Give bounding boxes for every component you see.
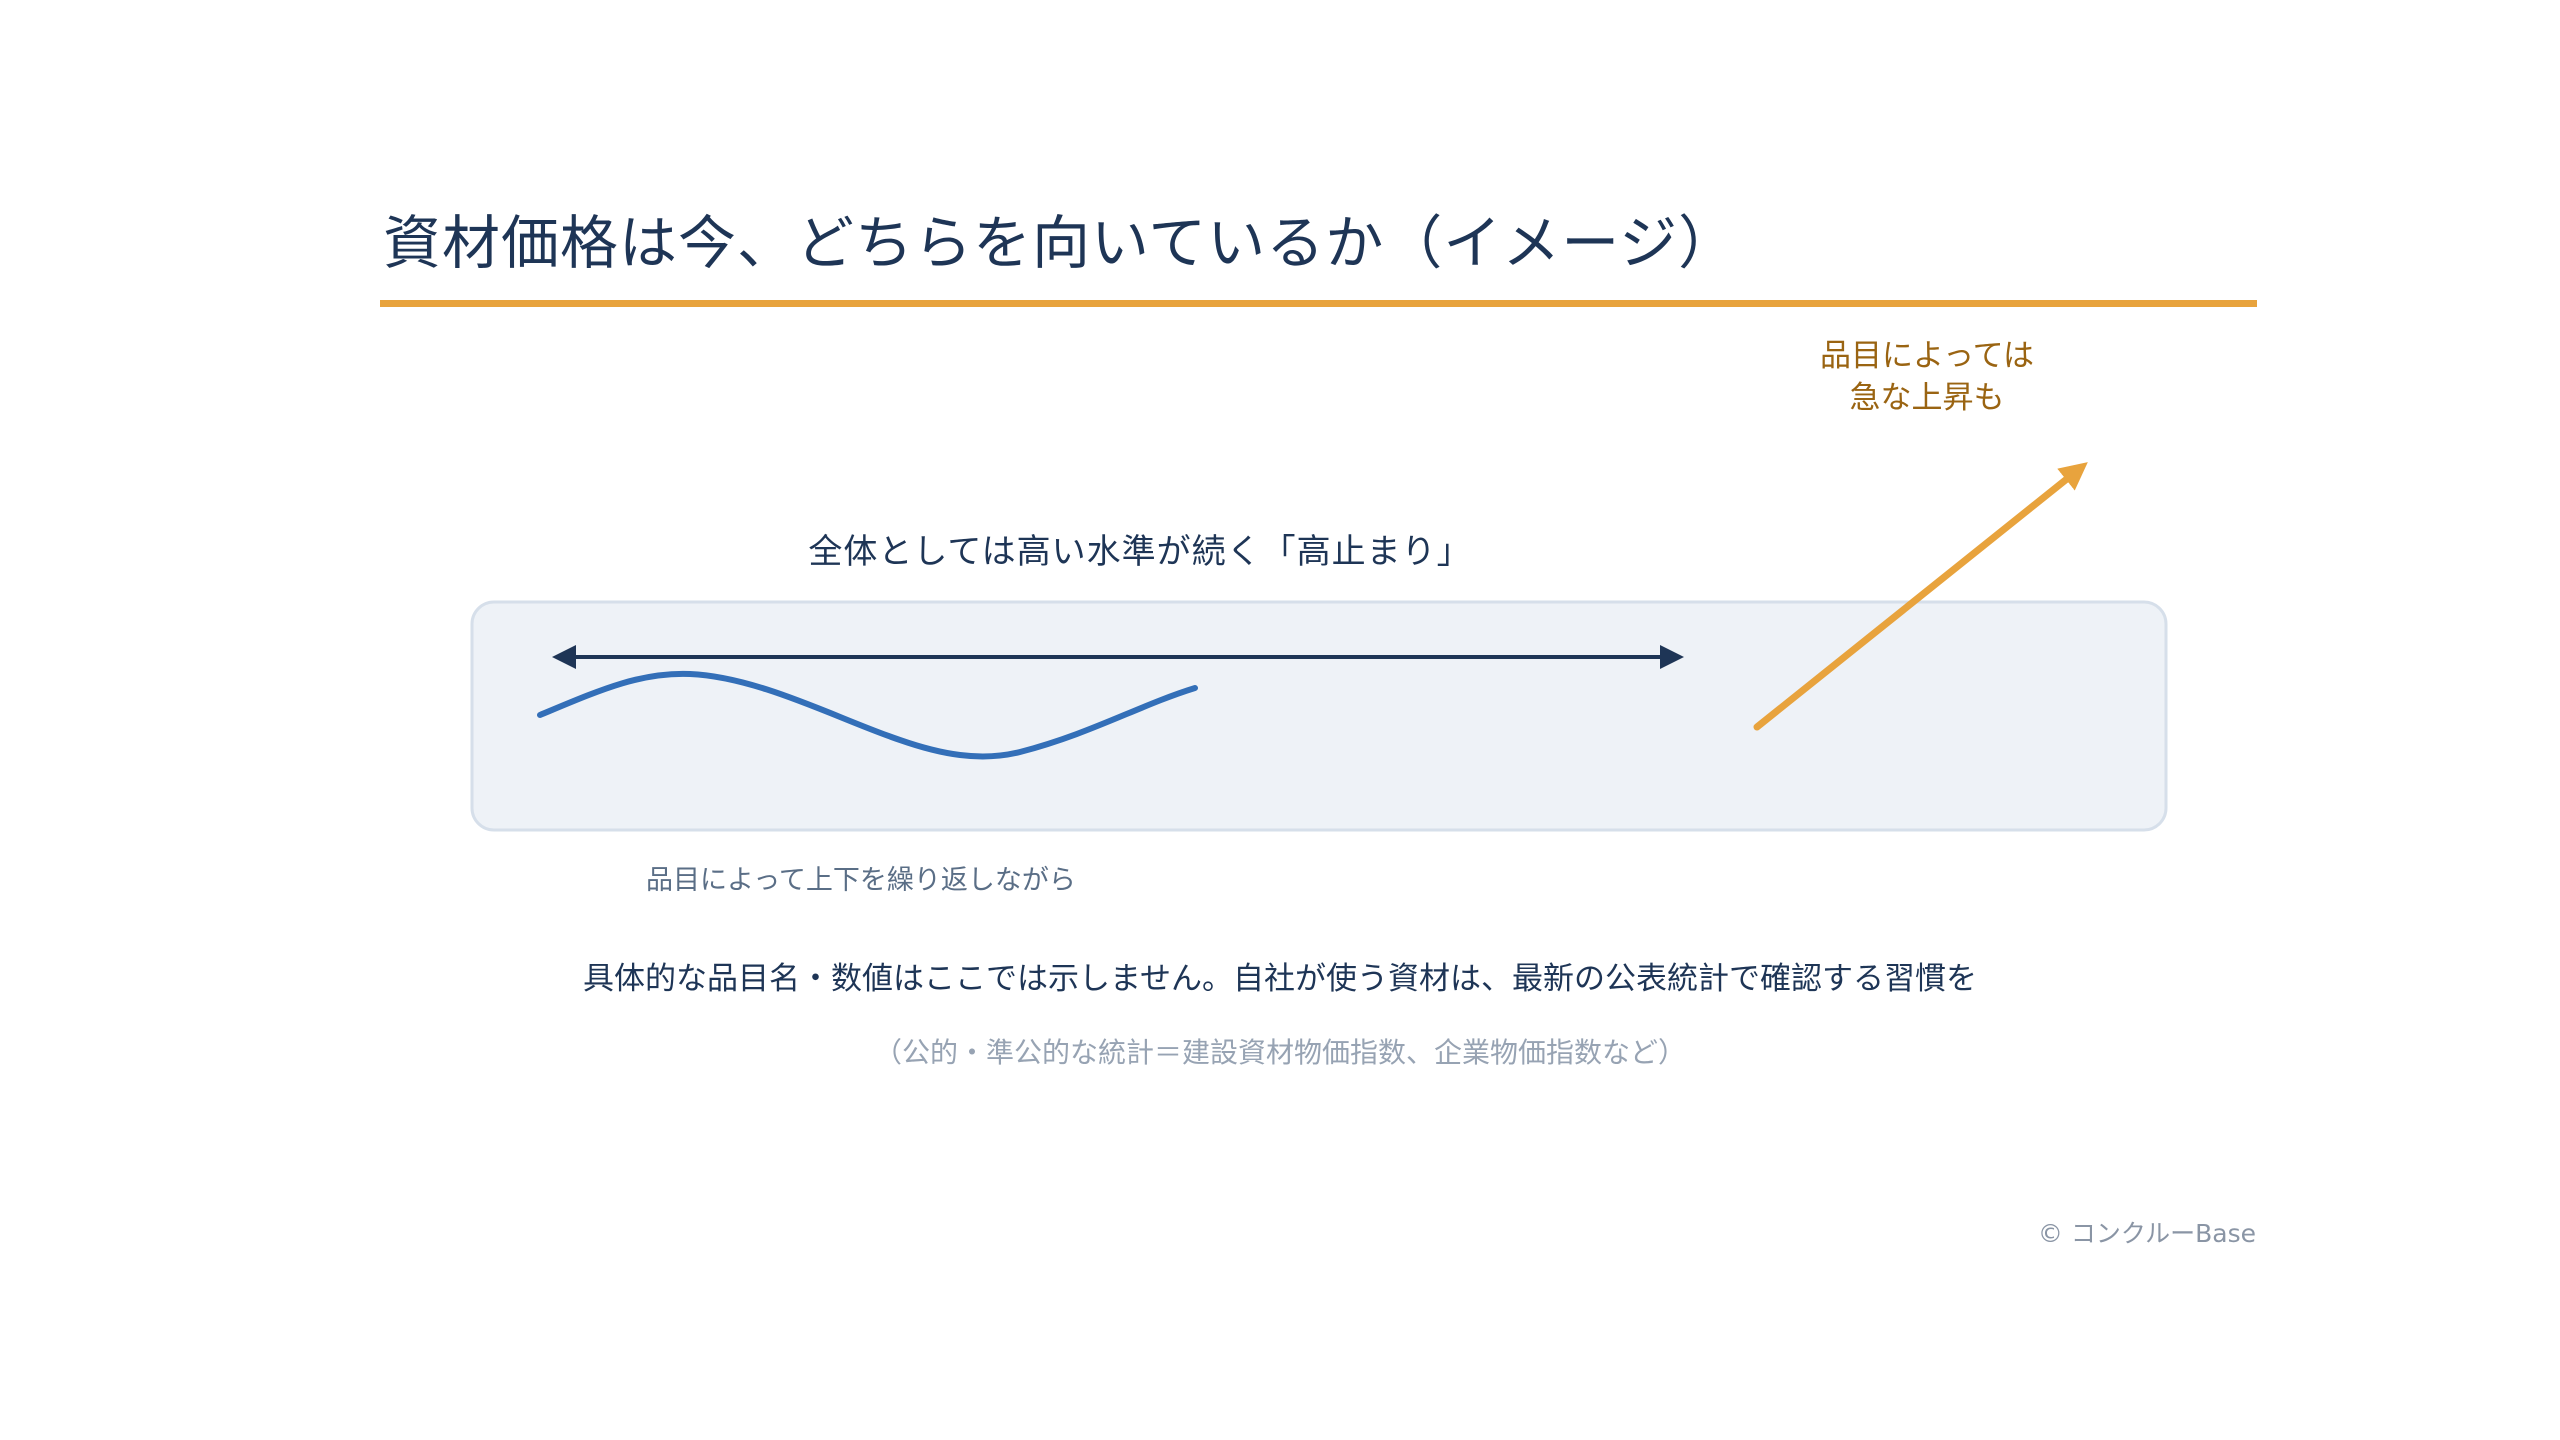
spike-up-arrow <box>1753 462 2088 731</box>
spike-label: 品目によっては 急な上昇も <box>1727 335 2127 419</box>
plateau-band <box>470 600 2168 832</box>
statistics-subnote: （公的・準公的な統計＝建設資材物価指数、企業物価指数など） <box>873 1036 1686 1069</box>
title-underline <box>380 300 2257 307</box>
oscillation-label: 品目によって上下を繰り返しながら <box>646 865 1076 896</box>
oscillation-wave <box>537 670 1198 760</box>
copyright: © コンクルーBase <box>2037 1219 2256 1248</box>
plateau-label: 全体としては高い水準が続く「高止まり」 <box>808 532 1472 572</box>
page-title: 資材価格は今、どちらを向いているか（イメージ） <box>383 209 1738 277</box>
spike-label-line2: 急な上昇も <box>1849 380 2005 416</box>
spike-label-line1: 品目によっては <box>1820 338 2034 374</box>
disclaimer-note: 具体的な品目名・数値はここでは示しません。自社が使う資材は、最新の公表統計で確認… <box>582 961 1978 997</box>
